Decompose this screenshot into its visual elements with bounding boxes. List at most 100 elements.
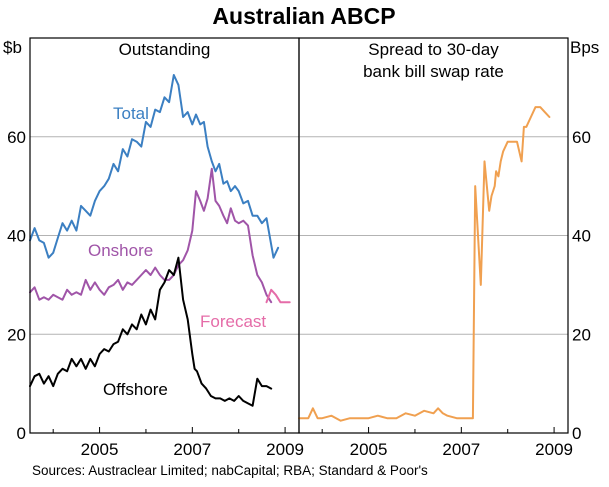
outstanding-point-total-3 bbox=[43, 242, 44, 243]
outstanding-point-offshore-28 bbox=[159, 289, 160, 290]
left-unit-label: $b bbox=[3, 38, 22, 57]
spread-panel-frame bbox=[298, 37, 569, 434]
outstanding-point-onshore-5 bbox=[53, 294, 54, 295]
outstanding-point-onshore-23 bbox=[136, 279, 137, 280]
outstanding-point-onshore-24 bbox=[141, 274, 142, 275]
series-label-onshore: Onshore bbox=[88, 241, 153, 260]
outstanding-point-total-24 bbox=[141, 146, 142, 147]
series-label-forecast: Forecast bbox=[200, 312, 266, 331]
outstanding-point-offshore-20 bbox=[122, 329, 123, 330]
outstanding-point-offshore-2 bbox=[39, 373, 40, 374]
outstanding-point-total-8 bbox=[67, 230, 68, 231]
spread-point-spread-16 bbox=[433, 413, 434, 414]
spread-panel-title-line-2: bank bill swap rate bbox=[363, 62, 504, 81]
spread-point-spread-37 bbox=[523, 126, 524, 127]
spread-point-spread-14 bbox=[414, 415, 415, 416]
outstanding-xtick-label-2007: 2007 bbox=[173, 440, 211, 459]
outstanding-point-onshore-41 bbox=[215, 200, 216, 201]
spread-point-spread-23 bbox=[475, 186, 476, 187]
outstanding-point-total-47 bbox=[238, 190, 239, 191]
outstanding-point-total-7 bbox=[62, 223, 63, 224]
outstanding-point-onshore-51 bbox=[257, 274, 258, 275]
outstanding-point-onshore-8 bbox=[67, 289, 68, 290]
spread-point-spread-24 bbox=[480, 284, 481, 285]
spread-ytick-label-40: 40 bbox=[572, 227, 591, 246]
outstanding-point-total-54 bbox=[273, 257, 274, 258]
outstanding-point-total-46 bbox=[234, 186, 235, 187]
series-label-total: Total bbox=[113, 104, 149, 123]
outstanding-point-offshore-25 bbox=[145, 324, 146, 325]
outstanding-point-total-53 bbox=[266, 218, 267, 219]
outstanding-point-offshore-34 bbox=[187, 319, 188, 320]
spread-point-spread-34 bbox=[512, 141, 513, 142]
series-label-offshore: Offshore bbox=[103, 380, 168, 399]
outstanding-point-total-6 bbox=[57, 237, 58, 238]
outstanding-xtick-label-2009: 2009 bbox=[266, 440, 304, 459]
outstanding-point-offshore-24 bbox=[141, 314, 142, 315]
outstanding-point-offshore-50 bbox=[257, 378, 258, 379]
spread-point-spread-31 bbox=[500, 161, 501, 162]
outstanding-point-onshore-30 bbox=[169, 279, 170, 280]
outstanding-point-onshore-39 bbox=[207, 198, 208, 199]
outstanding-point-onshore-37 bbox=[200, 200, 201, 201]
spread-point-spread-21 bbox=[465, 418, 466, 419]
outstanding-point-offshore-22 bbox=[131, 324, 132, 325]
spread-point-spread-8 bbox=[359, 418, 360, 419]
outstanding-point-offshore-4 bbox=[48, 376, 49, 377]
outstanding-point-forecast-3 bbox=[280, 302, 281, 303]
outstanding-point-offshore-5 bbox=[53, 385, 54, 386]
outstanding-point-onshore-12 bbox=[85, 279, 86, 280]
outstanding-ytick-label-20: 20 bbox=[7, 325, 26, 344]
outstanding-point-total-14 bbox=[94, 200, 95, 201]
outstanding-point-onshore-14 bbox=[94, 282, 95, 283]
spread-point-spread-28 bbox=[494, 186, 495, 187]
spread-point-spread-27 bbox=[491, 195, 492, 196]
outstanding-point-offshore-51 bbox=[261, 385, 262, 386]
spread-ytick-label-60: 60 bbox=[572, 128, 591, 147]
spread-point-spread-7 bbox=[349, 418, 350, 419]
outstanding-point-offshore-39 bbox=[206, 388, 207, 389]
outstanding-point-offshore-23 bbox=[136, 329, 137, 330]
spread-series-spread bbox=[298, 106, 551, 422]
outstanding-point-total-15 bbox=[99, 190, 100, 191]
outstanding-point-forecast-5 bbox=[289, 302, 290, 303]
outstanding-point-offshore-52 bbox=[266, 385, 267, 386]
outstanding-point-onshore-1 bbox=[34, 287, 35, 288]
outstanding-point-onshore-2 bbox=[39, 299, 40, 300]
outstanding-point-total-20 bbox=[122, 148, 123, 149]
outstanding-point-offshore-3 bbox=[43, 383, 44, 384]
spread-xtick-label-2007: 2007 bbox=[442, 440, 480, 459]
spread-point-spread-36 bbox=[521, 161, 522, 162]
spread-point-spread-39 bbox=[530, 116, 531, 117]
spread-point-spread-19 bbox=[447, 415, 448, 416]
outstanding-point-offshore-35 bbox=[192, 353, 193, 354]
outstanding-point-total-11 bbox=[80, 205, 81, 206]
outstanding-point-offshore-6 bbox=[57, 373, 58, 374]
outstanding-point-offshore-29 bbox=[164, 282, 165, 283]
outstanding-point-onshore-42 bbox=[219, 205, 220, 206]
outstanding-point-total-45 bbox=[230, 190, 231, 191]
outstanding-point-onshore-50 bbox=[252, 255, 253, 256]
outstanding-point-offshore-10 bbox=[76, 366, 77, 367]
outstanding-point-onshore-4 bbox=[48, 299, 49, 300]
outstanding-point-onshore-49 bbox=[247, 225, 248, 226]
outstanding-point-offshore-42 bbox=[220, 398, 221, 399]
spread-point-spread-18 bbox=[442, 413, 443, 414]
spread-xtick-label-2009: 2009 bbox=[535, 440, 573, 459]
outstanding-point-onshore-52 bbox=[261, 282, 262, 283]
outstanding-ytick-label-40: 40 bbox=[7, 227, 26, 246]
outstanding-point-total-50 bbox=[252, 215, 253, 216]
outstanding-point-offshore-11 bbox=[80, 358, 81, 359]
spread-point-spread-38 bbox=[526, 126, 527, 127]
outstanding-point-offshore-43 bbox=[224, 400, 225, 401]
outstanding-point-total-10 bbox=[76, 230, 77, 231]
outstanding-point-total-26 bbox=[150, 126, 151, 127]
outstanding-point-total-49 bbox=[247, 200, 248, 201]
outstanding-point-total-9 bbox=[71, 220, 72, 221]
outstanding-point-offshore-49 bbox=[252, 405, 253, 406]
outstanding-point-total-28 bbox=[159, 111, 160, 112]
outstanding-point-total-18 bbox=[113, 163, 114, 164]
outstanding-point-total-30 bbox=[169, 102, 170, 103]
